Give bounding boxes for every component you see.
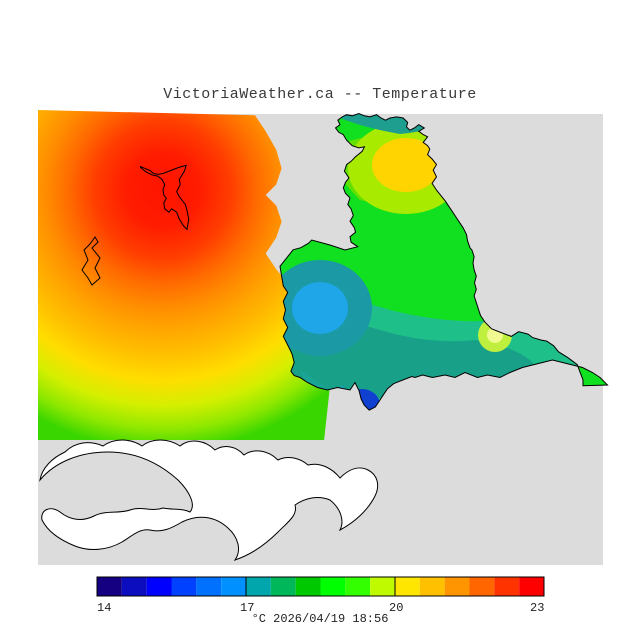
svg-text:23: 23 [530,601,544,615]
svg-text:°C 2026/04/19 18:56: °C 2026/04/19 18:56 [252,612,389,626]
svg-text:14: 14 [97,601,111,615]
svg-text:20: 20 [389,601,403,615]
